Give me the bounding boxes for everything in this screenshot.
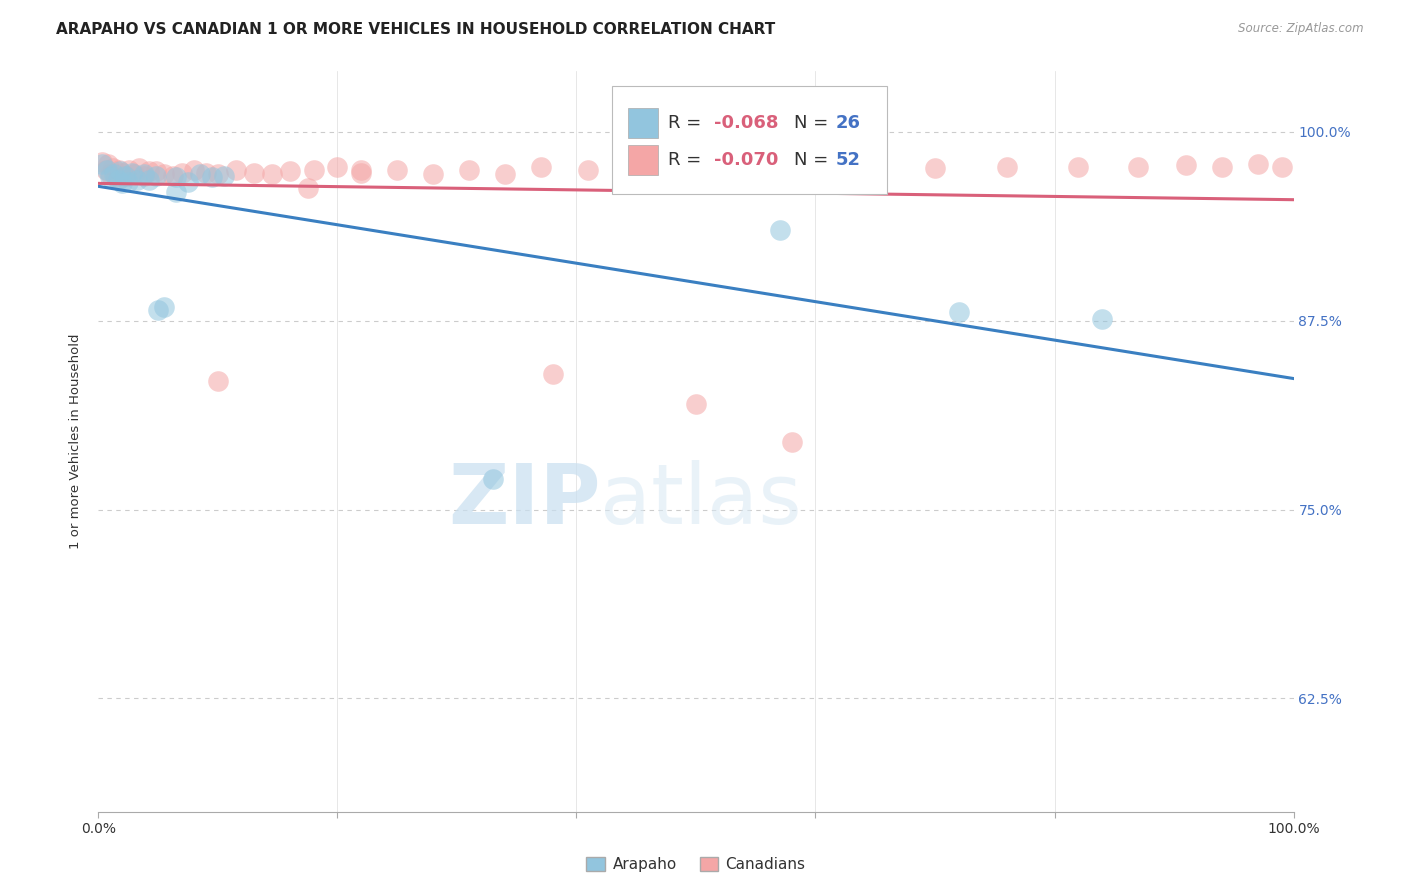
Point bbox=[124, 167, 146, 181]
Point bbox=[114, 169, 136, 183]
FancyBboxPatch shape bbox=[628, 109, 658, 138]
Point bbox=[145, 164, 167, 178]
Point bbox=[201, 170, 224, 185]
Point bbox=[1175, 158, 1198, 172]
Text: ZIP: ZIP bbox=[449, 460, 600, 541]
Point bbox=[1067, 160, 1090, 174]
Point bbox=[326, 160, 349, 174]
Y-axis label: 1 or more Vehicles in Household: 1 or more Vehicles in Household bbox=[69, 334, 83, 549]
Point bbox=[91, 156, 114, 170]
Point bbox=[709, 164, 731, 178]
Text: 52: 52 bbox=[835, 152, 860, 169]
Text: N =: N = bbox=[794, 114, 834, 132]
Point bbox=[1271, 160, 1294, 174]
Point bbox=[212, 169, 235, 183]
Point bbox=[128, 161, 150, 175]
Point bbox=[94, 162, 117, 177]
Point bbox=[98, 170, 122, 185]
Point bbox=[105, 170, 128, 185]
Point bbox=[96, 162, 118, 177]
Point bbox=[995, 160, 1018, 174]
Point bbox=[107, 162, 129, 177]
Point bbox=[145, 169, 167, 183]
Point bbox=[302, 162, 325, 177]
Point bbox=[422, 167, 444, 181]
Point bbox=[350, 165, 373, 179]
Point bbox=[97, 156, 120, 170]
Point bbox=[125, 173, 148, 187]
Point bbox=[780, 434, 803, 449]
Point bbox=[153, 167, 176, 181]
Point bbox=[924, 161, 946, 175]
Text: -0.070: -0.070 bbox=[714, 152, 779, 169]
Point bbox=[188, 167, 211, 181]
Point bbox=[91, 155, 114, 169]
Point bbox=[165, 170, 187, 185]
Point bbox=[207, 167, 229, 181]
Text: R =: R = bbox=[668, 114, 707, 132]
Point bbox=[297, 180, 319, 194]
Point bbox=[768, 161, 790, 175]
Point bbox=[578, 162, 600, 177]
Point bbox=[183, 162, 205, 177]
Point bbox=[177, 175, 200, 189]
Point bbox=[768, 223, 790, 237]
Point bbox=[481, 472, 505, 486]
Point bbox=[118, 162, 141, 177]
Text: atlas: atlas bbox=[600, 460, 801, 541]
FancyBboxPatch shape bbox=[613, 87, 887, 194]
Point bbox=[172, 165, 194, 179]
Point bbox=[458, 162, 481, 177]
Point bbox=[494, 167, 516, 181]
Point bbox=[138, 173, 160, 187]
Point bbox=[103, 167, 125, 181]
Point bbox=[107, 173, 129, 187]
Point bbox=[111, 165, 134, 179]
Point bbox=[138, 164, 160, 178]
Text: ARAPAHO VS CANADIAN 1 OR MORE VEHICLES IN HOUSEHOLD CORRELATION CHART: ARAPAHO VS CANADIAN 1 OR MORE VEHICLES I… bbox=[56, 22, 776, 37]
Point bbox=[530, 160, 553, 174]
Point bbox=[207, 374, 229, 388]
Point bbox=[153, 300, 176, 314]
Point bbox=[148, 303, 170, 318]
Point bbox=[165, 186, 187, 200]
Point bbox=[637, 162, 659, 177]
Point bbox=[117, 175, 139, 189]
Point bbox=[162, 169, 184, 183]
Point bbox=[132, 169, 155, 183]
Point bbox=[685, 397, 707, 411]
Text: R =: R = bbox=[668, 152, 707, 169]
Point bbox=[132, 167, 155, 181]
Point bbox=[350, 162, 373, 177]
Point bbox=[260, 167, 283, 181]
Point bbox=[1211, 160, 1233, 174]
Text: N =: N = bbox=[794, 152, 834, 169]
Point bbox=[541, 367, 564, 381]
FancyBboxPatch shape bbox=[628, 145, 658, 175]
Point bbox=[278, 164, 301, 178]
Point bbox=[195, 165, 218, 179]
Point bbox=[121, 165, 143, 179]
Text: -0.068: -0.068 bbox=[714, 114, 779, 132]
Point bbox=[225, 162, 247, 177]
Point bbox=[101, 161, 124, 175]
Point bbox=[115, 169, 138, 183]
Text: Source: ZipAtlas.com: Source: ZipAtlas.com bbox=[1239, 22, 1364, 36]
Point bbox=[841, 158, 863, 172]
Point bbox=[111, 176, 134, 190]
Point bbox=[948, 304, 970, 318]
Point bbox=[385, 162, 409, 177]
Point bbox=[108, 164, 131, 178]
Legend: Arapaho, Canadians: Arapaho, Canadians bbox=[581, 851, 811, 878]
Point bbox=[1091, 312, 1114, 326]
Point bbox=[243, 165, 266, 179]
Point bbox=[1247, 156, 1270, 170]
Point bbox=[1128, 160, 1150, 174]
Text: 26: 26 bbox=[835, 114, 860, 132]
Point bbox=[98, 167, 122, 181]
